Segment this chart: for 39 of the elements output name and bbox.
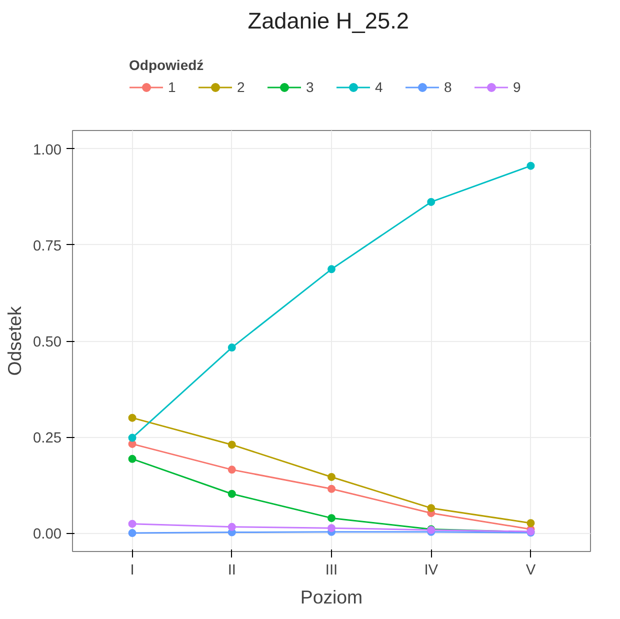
x-axis-title: Poziom xyxy=(300,586,363,608)
point xyxy=(328,484,336,493)
point xyxy=(526,162,535,170)
point xyxy=(526,519,535,528)
y-tick-label: 0.00 xyxy=(32,526,62,543)
x-tick-label: I xyxy=(130,562,134,578)
x-tick-label: III xyxy=(325,562,338,578)
legend-label: 4 xyxy=(375,78,384,96)
y-tick-label: 0.75 xyxy=(32,238,62,254)
legend-label: 9 xyxy=(513,78,522,96)
point xyxy=(128,520,136,528)
point xyxy=(128,414,136,422)
y-tick-label: 0.25 xyxy=(32,430,62,447)
point xyxy=(427,198,436,206)
point xyxy=(228,490,236,498)
x-tick-label: IV xyxy=(424,562,438,578)
legend-label: 3 xyxy=(306,78,315,96)
point xyxy=(128,434,136,442)
point xyxy=(328,514,336,522)
x-tick-label: II xyxy=(228,562,236,578)
y-tick-label: 1.00 xyxy=(32,142,62,158)
point xyxy=(228,466,236,474)
point xyxy=(328,472,336,481)
legend-label: 1 xyxy=(168,78,177,96)
point xyxy=(228,440,236,449)
y-axis-title: Odsetek xyxy=(4,306,25,376)
point xyxy=(328,265,336,274)
legend-title: Odpowiedź xyxy=(129,56,205,72)
chart-title: Zadanie H_25.2 xyxy=(248,8,409,34)
point xyxy=(427,504,436,512)
x-tick-label: V xyxy=(526,562,536,578)
point xyxy=(128,529,136,538)
legend-label: 8 xyxy=(444,78,453,96)
point xyxy=(228,344,236,352)
legend-label: 2 xyxy=(237,78,246,96)
point xyxy=(328,524,336,532)
point xyxy=(128,454,136,463)
point xyxy=(228,522,236,531)
y-tick-label: 0.50 xyxy=(32,334,62,350)
